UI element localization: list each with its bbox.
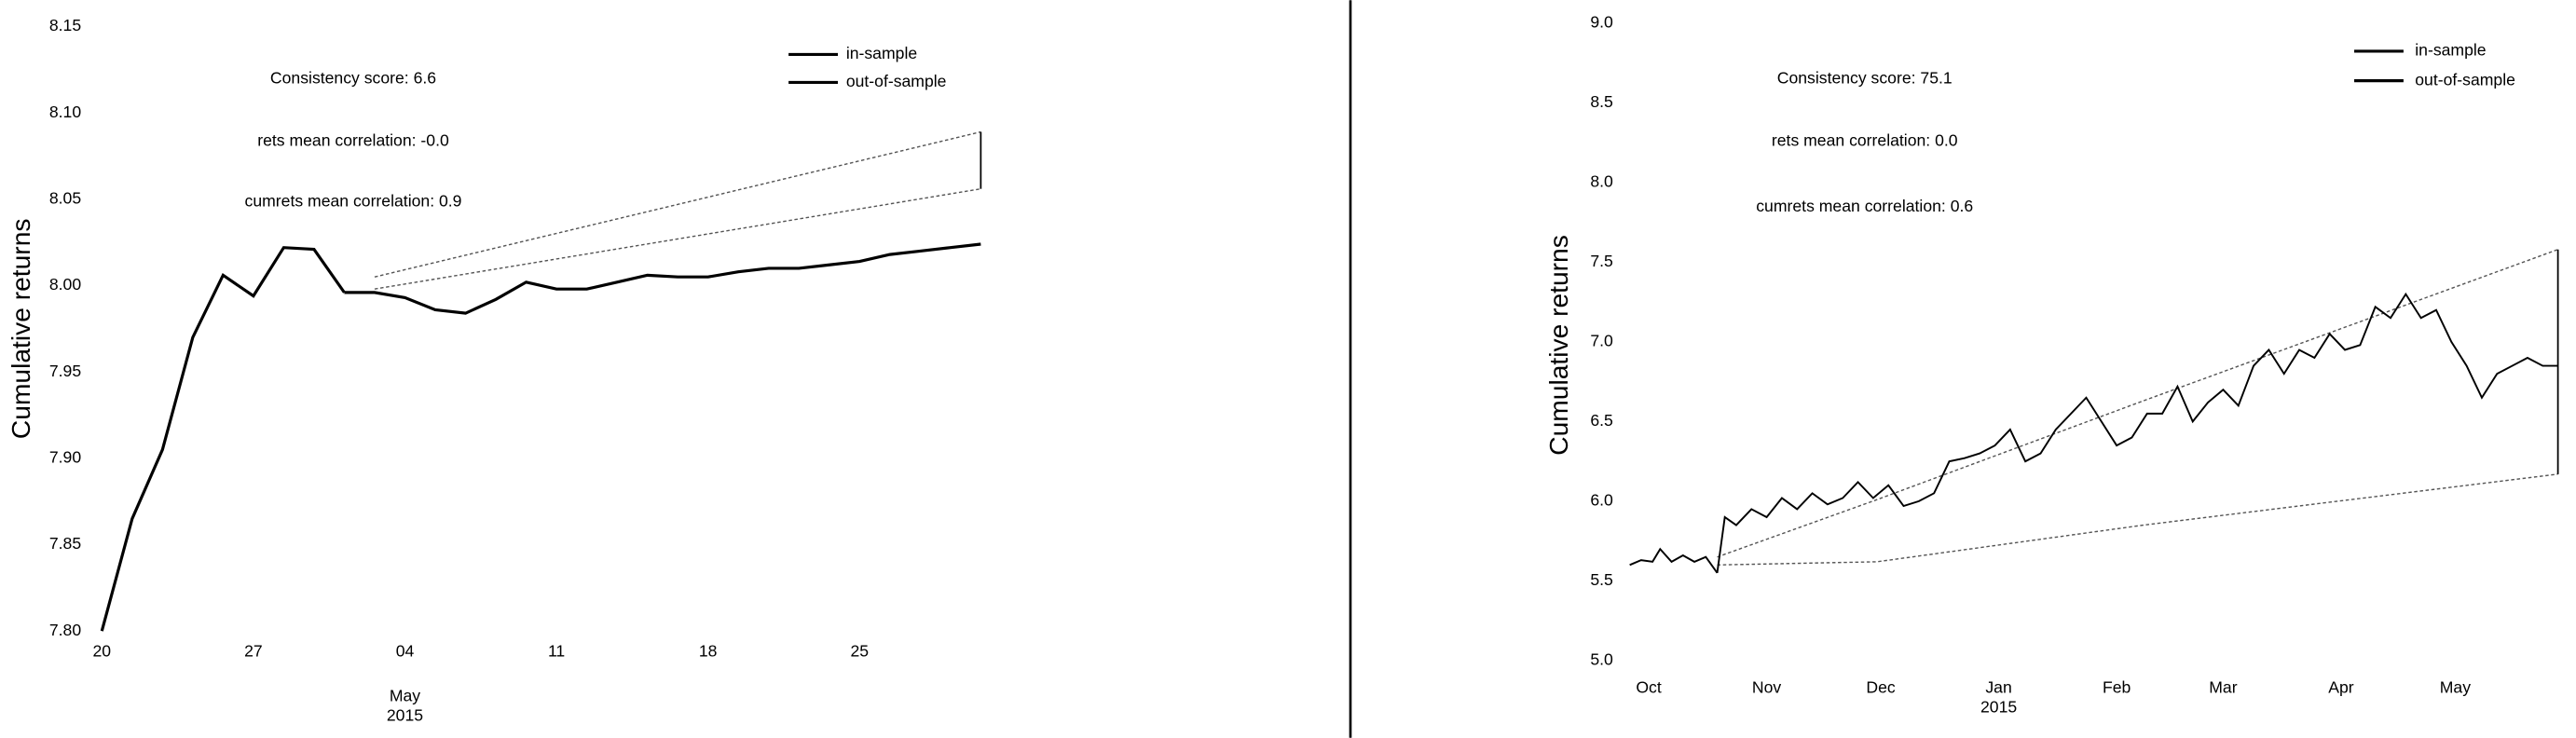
x-tick-label: Feb (2103, 678, 2131, 697)
legend-label: out-of-sample (846, 72, 947, 90)
y-tick-label: 8.5 (1590, 92, 1613, 111)
y-tick-label: 8.10 (49, 102, 81, 121)
y-tick-label: 7.90 (49, 447, 81, 466)
legend-label: in-sample (846, 44, 918, 62)
x-tick-label: 20 (92, 642, 111, 661)
legend-label: out-of-sample (2415, 70, 2515, 89)
y-tick-label: 6.5 (1590, 411, 1613, 430)
annotation: rets mean correlation: -0.0 (257, 131, 449, 150)
y-tick-label: 7.5 (1590, 252, 1613, 270)
annotation: rets mean correlation: 0.0 (1772, 131, 1958, 150)
x-tick-label: 11 (548, 642, 565, 661)
y-tick-label: 8.05 (49, 188, 81, 207)
x-tick-label: May (2440, 678, 2471, 697)
x-tick-label: Apr (2328, 678, 2354, 697)
y-tick-label: 7.85 (49, 534, 81, 553)
x-tick-label: Jan (1985, 678, 2011, 697)
x-tick-label: 04 (396, 642, 415, 661)
legend-label: in-sample (2415, 41, 2487, 60)
x-tick-label: 27 (244, 642, 263, 661)
cone-bound (1717, 473, 2558, 567)
cone-bound (374, 130, 981, 278)
series-line (1716, 292, 2558, 573)
x-tick-label: Nov (1752, 678, 1782, 697)
x-tick-label: 18 (699, 642, 718, 661)
x-sublabel: May (390, 686, 420, 704)
y-axis-label: Cumulative returns (1543, 235, 1573, 456)
y-tick-label: 7.95 (49, 362, 81, 380)
y-tick-label: 6.0 (1590, 491, 1613, 510)
x-tick-label: 25 (850, 642, 869, 661)
y-axis-label: Cumulative returns (6, 219, 35, 440)
x-sublabel: 2015 (387, 705, 423, 724)
x-tick-label: Oct (1636, 678, 1662, 697)
series-line (1629, 547, 1719, 574)
series-line (100, 246, 346, 632)
y-tick-label: 9.0 (1590, 13, 1613, 32)
annotation: cumrets mean correlation: 0.6 (1756, 197, 1973, 215)
y-tick-label: 5.5 (1590, 570, 1613, 589)
y-tick-label: 8.15 (49, 16, 81, 34)
cone-bound (1717, 249, 2558, 558)
cone-bound (374, 187, 981, 290)
annotation: Consistency score: 75.1 (1777, 69, 1953, 88)
y-tick-label: 8.00 (49, 275, 81, 294)
y-tick-label: 7.0 (1590, 332, 1613, 350)
x-tick-label: Dec (1866, 678, 1896, 697)
annotation: Consistency score: 6.6 (270, 69, 436, 88)
y-tick-label: 5.0 (1590, 650, 1613, 669)
x-sublabel: 2015 (1980, 698, 2017, 717)
y-tick-label: 8.0 (1590, 172, 1613, 191)
annotation: cumrets mean correlation: 0.9 (245, 192, 462, 211)
series-line (344, 242, 981, 315)
x-tick-label: Mar (2209, 678, 2237, 697)
y-tick-label: 7.80 (49, 621, 81, 639)
